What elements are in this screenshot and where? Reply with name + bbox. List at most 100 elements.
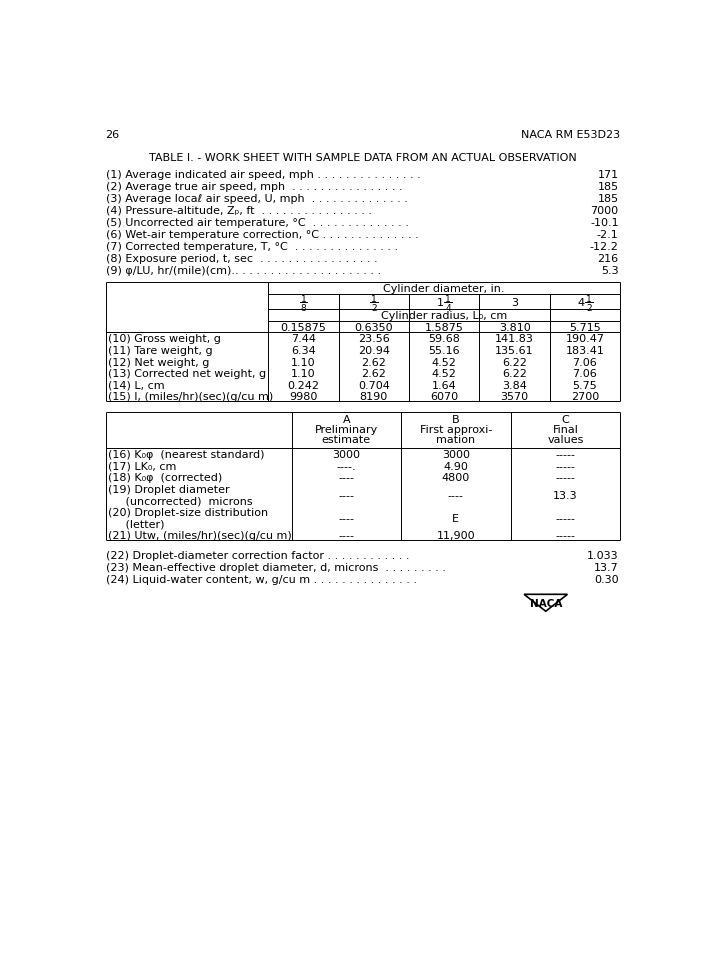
- Text: -12.2: -12.2: [590, 242, 619, 252]
- Text: 1: 1: [445, 295, 451, 304]
- Text: E: E: [452, 514, 459, 524]
- Text: 26: 26: [105, 130, 120, 140]
- Text: 55.16: 55.16: [428, 346, 460, 356]
- Text: -----: -----: [555, 514, 576, 524]
- Text: (20) Droplet-size distribution: (20) Droplet-size distribution: [108, 508, 268, 518]
- Text: (6) Wet-air temperature correction, °C . . . . . . . . . . . . . .: (6) Wet-air temperature correction, °C .…: [105, 230, 418, 240]
- Text: 4: 4: [578, 298, 585, 308]
- Text: Preliminary: Preliminary: [314, 425, 378, 435]
- Text: -----: -----: [555, 474, 576, 483]
- Text: (16) K₀φ  (nearest standard): (16) K₀φ (nearest standard): [108, 450, 264, 460]
- Text: 7.06: 7.06: [573, 369, 598, 379]
- Text: 20.94: 20.94: [358, 346, 390, 356]
- Text: 3570: 3570: [501, 393, 529, 402]
- Text: 2.62: 2.62: [361, 369, 387, 379]
- Text: 0.15875: 0.15875: [280, 323, 326, 333]
- Text: A: A: [343, 415, 350, 425]
- Text: Cylinder diameter, in.: Cylinder diameter, in.: [384, 285, 505, 294]
- Text: (uncorrected)  microns: (uncorrected) microns: [108, 497, 253, 506]
- Text: (21) Utw, (miles/hr)(sec)(g/cu m): (21) Utw, (miles/hr)(sec)(g/cu m): [108, 531, 292, 541]
- Text: 1: 1: [586, 295, 592, 304]
- Text: (letter): (letter): [108, 520, 164, 529]
- Text: 23.56: 23.56: [358, 334, 389, 345]
- Text: 3.810: 3.810: [498, 323, 530, 333]
- Text: First approxi-: First approxi-: [420, 425, 492, 435]
- Text: 183.41: 183.41: [566, 346, 605, 356]
- Text: (14) L, cm: (14) L, cm: [108, 381, 164, 391]
- Text: ----: ----: [338, 491, 354, 500]
- Text: -----: -----: [555, 462, 576, 472]
- Text: 5.3: 5.3: [601, 265, 619, 276]
- Text: 9980: 9980: [290, 393, 318, 402]
- Text: mation: mation: [436, 435, 475, 445]
- Text: 1.10: 1.10: [291, 357, 316, 368]
- Text: -----: -----: [555, 531, 576, 541]
- Text: B: B: [452, 415, 459, 425]
- Text: 185: 185: [598, 194, 619, 204]
- Text: 4.52: 4.52: [432, 357, 457, 368]
- Text: (3) Average locaℓ air speed, U, mph  . . . . . . . . . . . . . .: (3) Average locaℓ air speed, U, mph . . …: [105, 194, 407, 204]
- Text: (7) Corrected temperature, T, °C  . . . . . . . . . . . . . . .: (7) Corrected temperature, T, °C . . . .…: [105, 242, 398, 252]
- Text: 5.715: 5.715: [569, 323, 601, 333]
- Text: (18) K₀φ  (corrected): (18) K₀φ (corrected): [108, 473, 222, 483]
- Text: 3000: 3000: [332, 451, 360, 460]
- Text: (13) Corrected net weight, g: (13) Corrected net weight, g: [108, 369, 266, 379]
- Text: ----.: ----.: [336, 462, 356, 472]
- Text: 6.22: 6.22: [502, 357, 527, 368]
- Text: Cylinder radius, L₀, cm: Cylinder radius, L₀, cm: [381, 311, 508, 321]
- Text: 4800: 4800: [442, 474, 470, 483]
- Text: values: values: [547, 435, 583, 445]
- Text: 0.704: 0.704: [358, 381, 390, 391]
- Text: 1: 1: [371, 295, 377, 304]
- Text: ----: ----: [338, 514, 354, 524]
- Text: 6070: 6070: [430, 393, 458, 402]
- Text: (9) φ/LU, hr/(mile)(cm).. . . . . . . . . . . . . . . . . . . . .: (9) φ/LU, hr/(mile)(cm).. . . . . . . . …: [105, 265, 381, 276]
- Text: (24) Liquid-water content, w, g/cu m . . . . . . . . . . . . . . .: (24) Liquid-water content, w, g/cu m . .…: [105, 575, 416, 584]
- Text: 0.6350: 0.6350: [355, 323, 393, 333]
- Text: 4.52: 4.52: [432, 369, 457, 379]
- Text: 0.30: 0.30: [594, 575, 619, 584]
- Text: (23) Mean-effective droplet diameter, d, microns  . . . . . . . . .: (23) Mean-effective droplet diameter, d,…: [105, 562, 445, 573]
- Text: 3: 3: [511, 298, 518, 308]
- Text: (5) Uncorrected air temperature, °C  . . . . . . . . . . . . . .: (5) Uncorrected air temperature, °C . . …: [105, 218, 409, 228]
- Text: 4.90: 4.90: [443, 462, 468, 472]
- Text: C: C: [561, 415, 569, 425]
- Text: 141.83: 141.83: [495, 334, 534, 345]
- Text: 3000: 3000: [442, 451, 470, 460]
- Text: 135.61: 135.61: [496, 346, 534, 356]
- Text: 2700: 2700: [571, 393, 599, 402]
- Text: 2.62: 2.62: [361, 357, 387, 368]
- Text: NACA RM E53D23: NACA RM E53D23: [521, 130, 620, 140]
- Text: 1.5875: 1.5875: [425, 323, 464, 333]
- Text: estimate: estimate: [321, 435, 371, 445]
- Text: 4: 4: [445, 304, 451, 312]
- Text: 59.68: 59.68: [428, 334, 460, 345]
- Text: 8: 8: [301, 304, 307, 312]
- Text: 0.242: 0.242: [287, 381, 319, 391]
- Text: 13.3: 13.3: [553, 491, 578, 500]
- Text: NACA: NACA: [530, 599, 562, 608]
- Text: 1: 1: [437, 298, 444, 308]
- Text: 6.22: 6.22: [502, 369, 527, 379]
- Text: Final: Final: [552, 425, 578, 435]
- Text: (4) Pressure-altitude, Zₚ, ft  . . . . . . . . . . . . . . . .: (4) Pressure-altitude, Zₚ, ft . . . . . …: [105, 206, 372, 216]
- Text: 2: 2: [371, 304, 377, 312]
- Text: 7000: 7000: [590, 206, 619, 216]
- Text: -2.1: -2.1: [597, 230, 619, 240]
- Text: ----: ----: [448, 491, 464, 500]
- Text: (2) Average true air speed, mph  . . . . . . . . . . . . . . . .: (2) Average true air speed, mph . . . . …: [105, 182, 402, 192]
- Text: TABLE I. - WORK SHEET WITH SAMPLE DATA FROM AN ACTUAL OBSERVATION: TABLE I. - WORK SHEET WITH SAMPLE DATA F…: [149, 153, 577, 163]
- Text: 11,900: 11,900: [437, 531, 475, 541]
- Text: (1) Average indicated air speed, mph . . . . . . . . . . . . . . .: (1) Average indicated air speed, mph . .…: [105, 170, 421, 180]
- Text: 3.84: 3.84: [502, 381, 527, 391]
- Text: 1.033: 1.033: [587, 551, 619, 561]
- Text: -10.1: -10.1: [590, 218, 619, 228]
- Text: 2: 2: [586, 304, 592, 312]
- Text: (12) Net weight, g: (12) Net weight, g: [108, 357, 210, 368]
- Text: (8) Exposure period, t, sec  . . . . . . . . . . . . . . . . .: (8) Exposure period, t, sec . . . . . . …: [105, 254, 377, 264]
- Text: 1.10: 1.10: [291, 369, 316, 379]
- Text: 5.75: 5.75: [573, 381, 598, 391]
- Text: 13.7: 13.7: [594, 562, 619, 573]
- Text: 7.44: 7.44: [291, 334, 316, 345]
- Text: (11) Tare weight, g: (11) Tare weight, g: [108, 346, 212, 356]
